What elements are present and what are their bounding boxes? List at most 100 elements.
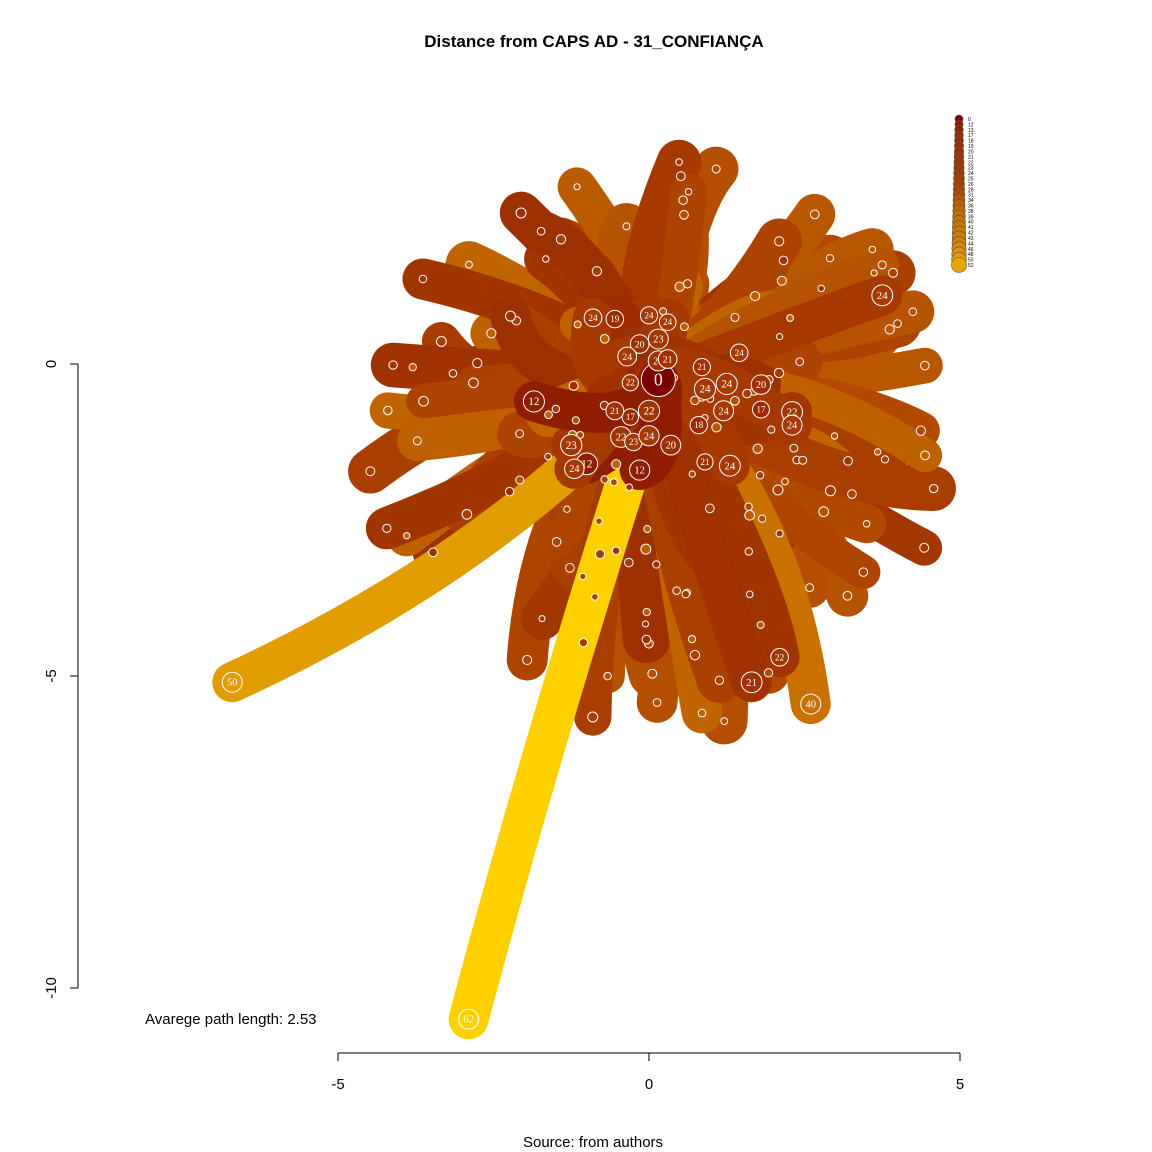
node [428, 547, 438, 558]
node [915, 425, 926, 436]
node [617, 346, 638, 367]
node [382, 523, 392, 533]
node-label: 62 [463, 1015, 474, 1026]
node [642, 607, 651, 617]
node-label: 18 [694, 420, 704, 430]
legend-label: 40 [968, 220, 974, 226]
node-label: 22 [787, 407, 798, 419]
node [920, 360, 930, 371]
legend-label: 18 [968, 139, 974, 145]
node [730, 312, 740, 322]
node [638, 425, 660, 447]
node [515, 429, 525, 439]
legend-label: 19 [968, 144, 974, 150]
node [773, 367, 785, 379]
node [871, 284, 894, 307]
node-label: 23 [629, 437, 639, 447]
node [713, 400, 735, 422]
node [544, 410, 553, 420]
node-label: 22 [616, 432, 627, 444]
x-axis: -5 0 5 [331, 1052, 964, 1093]
legend-label: 44 [968, 241, 974, 247]
node [715, 372, 738, 396]
node [611, 459, 622, 470]
node-label: 21 [746, 677, 757, 689]
node-label: 24 [588, 314, 598, 324]
legend-label: 43 [968, 236, 974, 242]
node [465, 260, 473, 269]
node [621, 408, 640, 426]
legend-label: 42 [968, 231, 974, 237]
node [742, 388, 752, 399]
node [842, 590, 853, 601]
source-note: Source: from authors [523, 1134, 663, 1151]
node-label: 24 [663, 317, 673, 327]
node [515, 207, 527, 219]
node-label: 22 [643, 406, 654, 418]
legend-label: 21 [968, 155, 974, 161]
node [908, 307, 918, 317]
legend-label: 46 [968, 247, 974, 253]
node-label: 20 [756, 380, 766, 391]
node [551, 537, 562, 547]
node [689, 416, 708, 435]
node [888, 267, 898, 278]
node [763, 668, 774, 678]
node [652, 698, 662, 707]
y-axis: 0 -5 -10 [43, 360, 79, 999]
node [697, 708, 707, 718]
node [740, 671, 763, 694]
node-label: 12 [634, 466, 645, 477]
legend-label: 25 [968, 176, 974, 182]
node [690, 395, 700, 406]
node [573, 320, 582, 329]
node-label: 21 [697, 362, 706, 372]
legend-swatch [951, 257, 967, 273]
node-label: 24 [699, 384, 711, 396]
node [587, 711, 599, 723]
node-label: 24 [721, 379, 733, 391]
node [637, 399, 661, 422]
node [418, 274, 428, 284]
node [599, 333, 610, 344]
node [781, 477, 789, 486]
node [675, 158, 683, 166]
node [522, 654, 533, 665]
node-label: 24 [644, 431, 655, 442]
node [693, 377, 717, 401]
node [720, 717, 729, 726]
node-label: 20 [666, 441, 676, 452]
node [403, 532, 411, 540]
node [756, 620, 765, 629]
node [870, 269, 878, 277]
node [468, 377, 479, 389]
node [591, 593, 599, 601]
node [858, 567, 869, 577]
node [795, 357, 805, 367]
node [757, 514, 767, 523]
node [522, 390, 545, 413]
node-label: 24 [569, 464, 579, 475]
node [595, 517, 603, 525]
node [893, 319, 902, 328]
node [388, 360, 398, 370]
node [778, 255, 789, 266]
legend: 0121317181920212223242526283134363839404… [951, 114, 974, 273]
node [711, 164, 721, 174]
node-label: 12 [528, 396, 539, 408]
node [772, 484, 784, 496]
node [689, 649, 701, 661]
legend-label: 39 [968, 214, 974, 220]
x-tick-label: 0 [645, 1076, 653, 1093]
node-label: 23 [566, 440, 578, 452]
node [817, 284, 826, 293]
legend-label: 13 [968, 128, 974, 134]
node [729, 343, 749, 363]
node [624, 557, 634, 568]
node [505, 310, 516, 322]
node [775, 333, 784, 341]
node-label: 20 [635, 339, 645, 350]
node [744, 547, 754, 556]
node [625, 483, 633, 492]
node [919, 542, 930, 553]
